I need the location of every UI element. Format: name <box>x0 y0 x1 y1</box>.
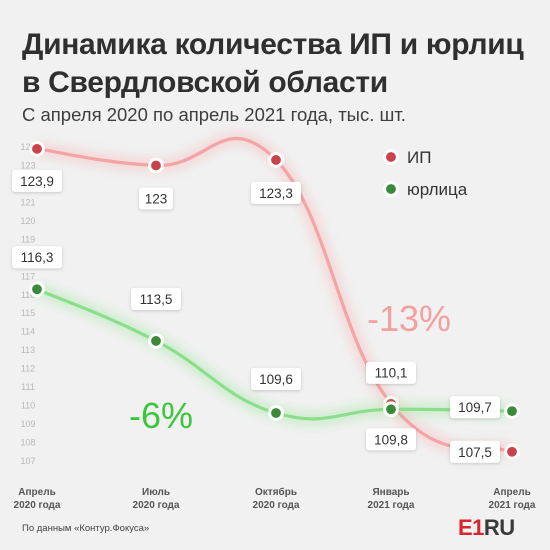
svg-text:107,5: 107,5 <box>458 445 492 460</box>
svg-text:116,3: 116,3 <box>21 250 54 265</box>
legend: ИП юрлица <box>383 148 468 199</box>
logo-prefix: E1 <box>458 515 484 540</box>
x-tick-label: Апрель 2020 года <box>14 487 61 511</box>
y-tick-label: 112 <box>21 364 35 374</box>
data-labels: 123,9 123 123,3 110,1 107,5 116,3 113,5 109,6 10… <box>12 169 500 463</box>
data-point-legal <box>504 403 520 420</box>
data-label-legal: 109,6 <box>251 367 301 390</box>
y-tick-label: 123 <box>20 160 35 170</box>
legend-label-legal: юрлица <box>407 180 468 199</box>
data-label-legal: 109,7 <box>450 396 500 419</box>
data-point-legal <box>148 332 164 349</box>
legend-item-legal: юрлица <box>383 180 468 199</box>
data-label-ip: 123,9 <box>12 169 62 192</box>
data-point-ip <box>268 151 284 168</box>
legend-item-ip: ИП <box>383 148 431 167</box>
data-label-legal: 116,3 <box>12 246 62 269</box>
svg-text:109,7: 109,7 <box>458 400 492 415</box>
chart-title: Динамика количества ИП и юрлиц в Свердло… <box>22 28 524 99</box>
svg-text:123,9: 123,9 <box>20 174 54 189</box>
annotations: -13% -6% <box>129 298 451 436</box>
legend-marker-ip <box>383 149 399 165</box>
data-point-ip <box>29 140 45 157</box>
data-label-legal: 113,5 <box>131 287 181 310</box>
y-tick-label: 111 <box>21 382 35 392</box>
y-tick-label: 115 <box>21 308 35 318</box>
y-tick-label: 120 <box>20 216 35 226</box>
y-tick-label: 117 <box>21 271 35 281</box>
svg-text:123: 123 <box>145 191 168 206</box>
x-axis: Апрель 2020 года Июль 2020 года Октябрь 2020 … <box>14 486 536 511</box>
data-label-ip: 123 <box>139 187 173 210</box>
svg-text:123,3: 123,3 <box>259 186 293 201</box>
data-point-legal <box>29 281 45 298</box>
publisher-logo: E1RU <box>458 515 515 541</box>
y-tick-label: 116 <box>21 290 35 300</box>
data-label-ip: 110,1 <box>366 361 416 384</box>
change-annotation-ip: -13% <box>367 298 451 339</box>
change-annotation-legal: -6% <box>129 395 193 436</box>
y-tick-label: 109 <box>20 419 35 429</box>
data-point-legal <box>268 404 284 421</box>
source-note: По данным «Контур.Фокуса» <box>22 523 150 534</box>
x-tick-label: Июль 2020 года <box>133 487 180 511</box>
y-tick-label: 108 <box>20 438 35 448</box>
x-tick-label: Январь 2021 года <box>368 487 415 511</box>
y-tick-label: 107 <box>20 456 35 466</box>
x-tick-label: Апрель 2021 года <box>489 487 536 511</box>
chart-subtitle: С апреля 2020 по апрель 2021 года, тыс. … <box>22 104 406 125</box>
series-line-ip <box>35 136 514 454</box>
svg-text:109,6: 109,6 <box>259 372 293 387</box>
y-tick-label: 114 <box>21 327 35 337</box>
y-tick-label: 124 <box>20 142 35 152</box>
y-tick-label: 110 <box>21 401 35 411</box>
data-label-ip: 123,3 <box>251 181 301 204</box>
data-point-legal <box>383 401 399 418</box>
svg-text:109,8: 109,8 <box>374 432 408 447</box>
data-label-ip: 107,5 <box>450 440 500 463</box>
data-point-ip <box>148 157 164 174</box>
legend-marker-legal <box>383 181 399 197</box>
series-layer: 123,9 123 123,3 110,1 107,5 116,3 113,5 109,6 10… <box>12 133 520 463</box>
y-tick-label: 119 <box>21 234 35 244</box>
logo-suffix: RU <box>483 515 515 540</box>
legend-label-ip: ИП <box>407 148 431 167</box>
data-label-legal: 109,8 <box>366 428 416 451</box>
data-point-ip <box>504 443 520 460</box>
svg-text:113,5: 113,5 <box>140 292 173 307</box>
y-tick-label: 121 <box>20 197 35 207</box>
svg-text:110,1: 110,1 <box>375 366 408 381</box>
y-tick-label: 113 <box>21 345 35 355</box>
x-tick-label: Октябрь 2020 года <box>253 486 300 511</box>
